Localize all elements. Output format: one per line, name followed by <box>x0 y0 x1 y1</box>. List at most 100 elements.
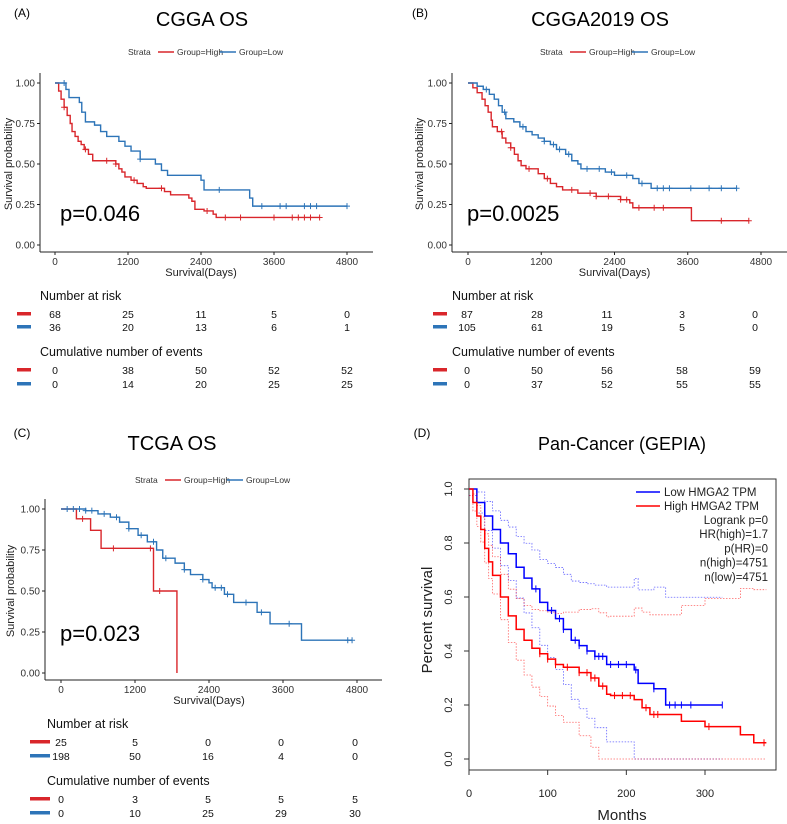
y-axis-label: Survival probability <box>3 117 15 210</box>
y-tick-label: 0.75 <box>16 119 36 130</box>
events-table-cell: 20 <box>195 379 207 391</box>
y-tick-label: 0.25 <box>428 200 448 211</box>
risk-table-cell: 25 <box>55 737 67 749</box>
censor-mark <box>501 109 508 116</box>
x-tick-label: 3600 <box>263 257 286 268</box>
chart-title: Pan-Cancer (GEPIA) <box>538 434 706 454</box>
y-tick-label: 0.4 <box>443 643 455 658</box>
events-table-cell: 55 <box>749 379 761 391</box>
risk-table-cell: 50 <box>129 751 141 763</box>
censor-mark <box>584 165 591 172</box>
legend-label: Group=Low <box>246 475 291 485</box>
legend-title: Strata <box>540 47 563 57</box>
censor-mark <box>162 555 169 562</box>
censor-mark <box>283 203 290 210</box>
strata-color-bar <box>30 740 50 744</box>
events-table-cell: 10 <box>129 808 141 820</box>
events-table-cell: 52 <box>268 365 280 377</box>
censor-mark <box>103 157 110 164</box>
legend-label: Low HMGA2 TPM <box>664 487 756 499</box>
survival-curve-low <box>55 82 347 207</box>
events-table-cell: 25 <box>268 379 280 391</box>
censor-mark <box>199 576 206 583</box>
x-tick-label: 3600 <box>677 257 700 268</box>
confidence-band <box>469 488 723 598</box>
censor-mark <box>344 203 350 210</box>
risk-table-cell: 11 <box>196 309 207 321</box>
censor-mark <box>150 538 157 545</box>
events-table-cell: 52 <box>341 365 353 377</box>
legend-label: Group=High <box>184 475 230 485</box>
events-table-cell: 0 <box>52 379 58 391</box>
risk-table-cell: 61 <box>531 322 543 334</box>
confidence-band <box>469 495 767 760</box>
panel-label: (B) <box>412 6 428 20</box>
censor-mark <box>243 599 249 606</box>
legend-title: Strata <box>135 475 158 485</box>
p-value: p=0.023 <box>60 621 140 646</box>
censor-mark <box>544 175 551 182</box>
censor-mark <box>635 204 642 211</box>
y-tick-label: 0.00 <box>21 669 41 680</box>
censor-mark <box>61 104 68 111</box>
x-tick-label: 300 <box>696 788 714 800</box>
x-tick-label: 0 <box>466 788 472 800</box>
events-table-cell: 0 <box>58 808 64 820</box>
censor-mark <box>718 217 725 224</box>
events-table-cell: 56 <box>601 365 613 377</box>
x-tick-label: 2400 <box>198 685 221 696</box>
censor-mark <box>654 185 661 192</box>
censor-mark <box>605 193 612 200</box>
y-tick-label: 0.0 <box>443 751 455 766</box>
events-table-title: Cumulative number of events <box>40 345 203 359</box>
censor-mark <box>596 165 603 172</box>
stat-text: n(low)=4751 <box>704 572 768 584</box>
events-table-cell: 0 <box>464 365 470 377</box>
censor-mark <box>507 144 514 151</box>
censor-mark <box>498 128 505 135</box>
strata-color-bar <box>17 312 31 316</box>
risk-table-cell: 1 <box>344 322 350 334</box>
risk-table-cell: 25 <box>122 309 134 321</box>
censor-mark <box>550 141 557 148</box>
events-table-cell: 38 <box>122 365 134 377</box>
x-tick-label: 0 <box>58 685 64 696</box>
censor-mark <box>541 138 548 145</box>
events-table-cell: 29 <box>275 808 287 820</box>
censor-mark <box>138 532 145 539</box>
y-tick-label: 1.00 <box>428 79 448 90</box>
events-table-cell: 5 <box>278 794 284 806</box>
strata-color-bar <box>17 368 31 372</box>
x-axis-label: Months <box>597 807 646 824</box>
strata-color-bar <box>433 382 447 386</box>
censor-mark <box>313 203 320 210</box>
events-table-cell: 14 <box>122 379 134 391</box>
events-table-cell: 0 <box>464 379 470 391</box>
events-table-cell: 50 <box>195 365 207 377</box>
risk-table-cell: 105 <box>458 322 476 334</box>
survival-curve-high <box>468 82 749 222</box>
x-tick-label: 1200 <box>117 257 140 268</box>
censor-mark <box>307 214 314 221</box>
risk-table-cell: 19 <box>601 322 613 334</box>
censor-mark <box>349 637 356 644</box>
risk-table-cell: 28 <box>531 309 543 321</box>
x-axis-label: Survival(Days) <box>579 267 651 279</box>
risk-table-cell: 0 <box>278 737 284 749</box>
events-table-cell: 37 <box>531 379 543 391</box>
censor-mark <box>258 609 265 616</box>
censor-mark <box>113 514 120 521</box>
censor-mark <box>64 506 71 512</box>
y-tick-label: 0.25 <box>21 628 41 639</box>
chart-title: CGGA2019 OS <box>531 9 669 31</box>
events-table-cell: 58 <box>676 365 688 377</box>
x-tick-label: 2400 <box>190 257 213 268</box>
risk-table-cell: 36 <box>49 322 61 334</box>
x-tick-label: 1200 <box>124 685 147 696</box>
y-tick-label: 0.00 <box>428 241 448 252</box>
chart-title: TCGA OS <box>128 433 217 455</box>
x-tick-label: 4800 <box>750 257 773 268</box>
y-tick-label: 0.00 <box>16 241 36 252</box>
censor-mark <box>483 86 490 93</box>
censor-mark <box>295 214 302 221</box>
